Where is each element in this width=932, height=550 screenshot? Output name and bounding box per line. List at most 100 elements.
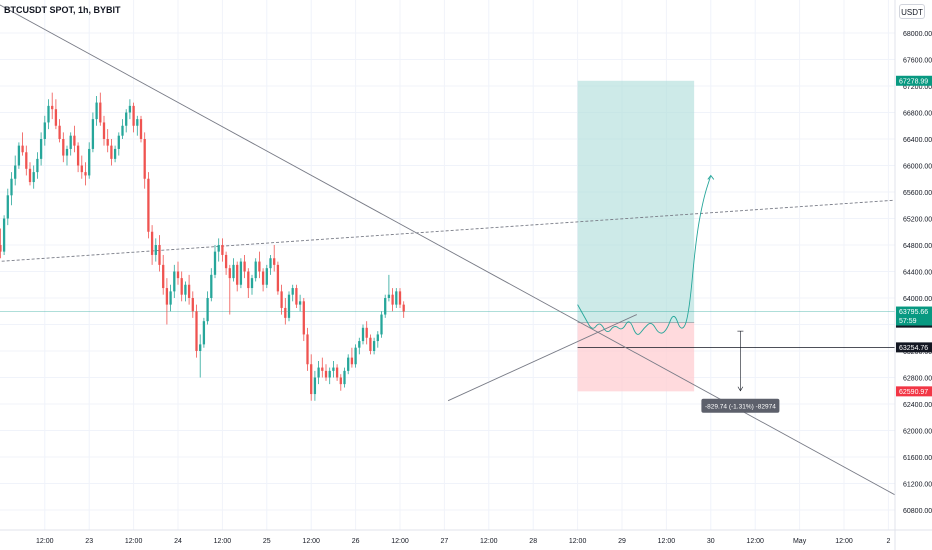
x-tick-label: 12:00 xyxy=(658,538,676,545)
candle-body xyxy=(58,125,61,139)
candle-body xyxy=(306,334,309,365)
candle-body xyxy=(335,367,339,378)
trendline xyxy=(447,314,637,402)
candle-body xyxy=(365,327,368,338)
candle xyxy=(14,155,17,186)
candle-body xyxy=(202,321,206,345)
candle xyxy=(36,152,39,179)
candle-body xyxy=(102,122,106,139)
candle-body xyxy=(199,344,202,351)
y-tick-label: 64800.00 xyxy=(903,243,932,250)
candle xyxy=(376,331,379,348)
candle xyxy=(354,344,357,368)
candle-body xyxy=(36,158,39,173)
x-tick-label: 12:00 xyxy=(835,538,853,545)
position-zones xyxy=(577,80,695,392)
candle-body xyxy=(269,258,272,269)
price-tag: 63254.76 xyxy=(896,342,932,353)
candle xyxy=(154,238,157,262)
candle-body xyxy=(65,148,69,156)
candle-body xyxy=(358,341,361,348)
candle xyxy=(347,354,350,375)
y-tick-label: 61200.00 xyxy=(903,482,932,489)
candle-body xyxy=(243,261,246,272)
candle xyxy=(287,291,291,322)
candle xyxy=(324,364,328,381)
candle xyxy=(224,251,228,275)
candle-body xyxy=(210,274,213,298)
candle xyxy=(88,142,91,179)
projection-path xyxy=(577,175,712,335)
x-tick-label: 12:00 xyxy=(214,538,232,545)
candle xyxy=(365,321,368,345)
candle-body xyxy=(180,278,183,295)
candle xyxy=(339,374,342,391)
candle-body xyxy=(2,218,6,252)
candle xyxy=(17,142,21,169)
candle xyxy=(173,264,176,298)
candle xyxy=(202,317,206,348)
candle xyxy=(228,264,231,315)
y-tick-label: 65600.00 xyxy=(903,190,932,197)
candle xyxy=(99,92,102,126)
candle-body xyxy=(154,245,157,255)
candle xyxy=(165,278,169,325)
y-tick-label: 60800.00 xyxy=(903,508,932,515)
candle xyxy=(206,291,209,325)
trendline xyxy=(0,4,895,496)
candle-body xyxy=(173,271,176,292)
candle xyxy=(0,228,2,259)
candle xyxy=(298,294,302,312)
x-tick-label: 28 xyxy=(529,538,537,545)
candle-body xyxy=(150,231,154,255)
candle xyxy=(239,258,243,289)
candle xyxy=(54,99,58,130)
candle xyxy=(328,367,331,385)
candle-body xyxy=(250,278,254,289)
candle-body xyxy=(28,168,32,183)
candle-body xyxy=(62,139,65,156)
candle xyxy=(84,162,87,186)
candle xyxy=(199,334,202,378)
price-tag-bg xyxy=(896,342,932,353)
candle xyxy=(21,132,24,156)
price-tag-bg xyxy=(896,75,932,86)
candle-body xyxy=(395,291,398,305)
candle-body xyxy=(51,105,54,110)
candle-body xyxy=(369,337,372,351)
candle-body xyxy=(332,367,335,371)
y-tick-label: 66400.00 xyxy=(903,137,932,144)
candle xyxy=(136,115,139,136)
candle xyxy=(65,145,69,166)
candle-body xyxy=(143,139,146,179)
candle xyxy=(398,288,402,308)
candle-body xyxy=(236,264,239,285)
candle xyxy=(310,354,313,401)
candle xyxy=(269,254,272,275)
symbol-title[interactable]: BTCUSDT SPOT, 1h, BYBIT xyxy=(4,5,121,15)
measure-arrowhead xyxy=(737,386,744,392)
candle xyxy=(95,95,98,126)
candle-body xyxy=(169,291,172,305)
candle xyxy=(221,238,224,262)
candle xyxy=(25,145,28,176)
candle-body xyxy=(95,102,98,120)
candle-body xyxy=(17,145,21,166)
candle-body xyxy=(136,119,139,126)
candle-body xyxy=(387,294,391,298)
x-tick-label: 29 xyxy=(618,538,626,545)
candle-body xyxy=(321,367,324,371)
candle xyxy=(384,294,387,318)
x-tick-label: 23 xyxy=(85,538,93,545)
candle xyxy=(232,258,235,282)
candle-body xyxy=(69,135,72,149)
candle-body xyxy=(402,304,405,312)
y-tick-label: 66800.00 xyxy=(903,111,932,118)
candle-body xyxy=(310,364,313,395)
candle xyxy=(117,132,120,156)
candle-body xyxy=(195,311,198,351)
candle xyxy=(391,288,394,312)
candle-body xyxy=(76,145,80,166)
currency-button[interactable]: USDT xyxy=(899,4,925,19)
